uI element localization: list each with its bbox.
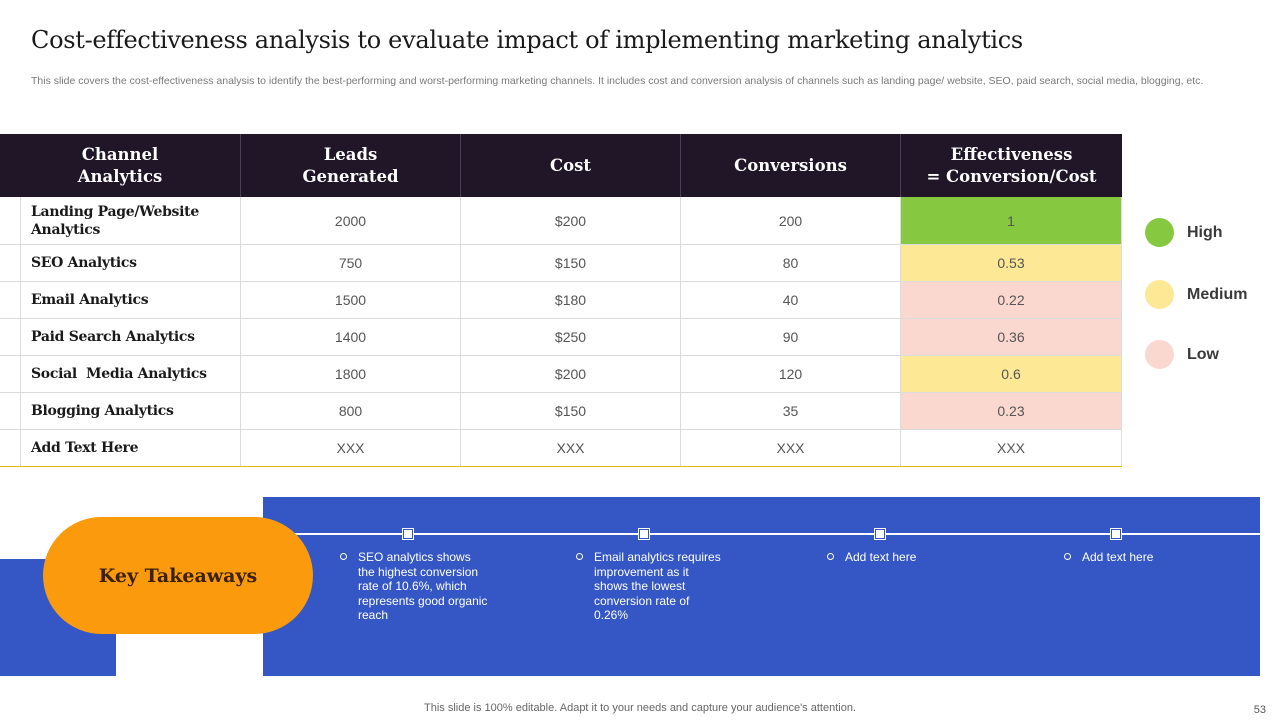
cell-leads: 1800 [241,356,461,392]
takeaway-note: Add text here [1064,550,1214,565]
table-row: Blogging Analytics 800 $150 35 0.23 [0,393,1122,430]
legend-dot-icon [1145,218,1174,247]
legend-label: Low [1187,345,1219,363]
cell-cost: $150 [461,245,681,281]
timeline-node-icon [874,528,886,540]
legend-item-medium: Medium [1145,280,1265,309]
footer-text: This slide is 100% editable. Adapt it to… [424,702,856,714]
table-row: Add Text Here XXX XXX XXX XXX [0,430,1122,467]
cell-conversions: 120 [681,356,901,392]
cell-effectiveness: 0.36 [901,319,1122,355]
cell-cost: $250 [461,319,681,355]
cell-conversions: 35 [681,393,901,429]
cell-leads: XXX [241,430,461,466]
cell-effectiveness: XXX [901,430,1122,466]
cell-leads: 800 [241,393,461,429]
cell-effectiveness: 0.22 [901,282,1122,318]
legend-item-high: High [1145,218,1265,247]
timeline-node-icon [1110,528,1122,540]
bullet-icon [340,553,347,560]
bullet-icon [1064,553,1071,560]
cell-cost: $150 [461,393,681,429]
cell-conversions: 80 [681,245,901,281]
takeaways-panel [263,497,1260,676]
page-number: 53 [1253,704,1266,716]
header-leads: Leads Generated [241,134,461,197]
cell-channel: SEO Analytics [20,245,241,281]
key-takeaways-label: Key Takeaways [43,517,313,634]
legend-label: High [1187,223,1223,241]
cell-channel: Add Text Here [20,430,241,466]
cell-channel: Landing Page/Website Analytics [20,197,241,244]
cell-conversions: 200 [681,197,901,244]
slide-title: Cost-effectiveness analysis to evaluate … [31,26,1023,54]
cell-leads: 1500 [241,282,461,318]
takeaway-note: Email analytics requires improvement as … [576,550,726,623]
cell-cost: $200 [461,356,681,392]
cell-leads: 2000 [241,197,461,244]
header-cost: Cost [461,134,681,197]
timeline-node-icon [638,528,650,540]
table-row: Email Analytics 1500 $180 40 0.22 [0,282,1122,319]
table-row: SEO Analytics 750 $150 80 0.53 [0,245,1122,282]
effectiveness-table: Channel Analytics Leads Generated Cost Con… [0,134,1122,467]
header-effectiveness: Effectiveness = Conversion/Cost [926,144,1097,186]
takeaway-note: Add text here [827,550,977,565]
cell-effectiveness: 0.53 [901,245,1122,281]
legend-dot-icon [1145,340,1174,369]
legend-item-low: Low [1145,340,1265,369]
table-row: Social Media Analytics 1800 $200 120 0.6 [0,356,1122,393]
cell-effectiveness: 1 [901,197,1122,244]
cell-cost: XXX [461,430,681,466]
cell-conversions: XXX [681,430,901,466]
timeline-node-icon [402,528,414,540]
slide-subtitle: This slide covers the cost-effectiveness… [31,75,1204,87]
header-channel: Channel Analytics [0,134,241,197]
legend-label: Medium [1187,285,1248,303]
cell-conversions: 40 [681,282,901,318]
table-header: Channel Analytics Leads Generated Cost Con… [0,134,1122,197]
timeline-line [290,533,1260,535]
bullet-icon [827,553,834,560]
legend-dot-icon [1145,280,1174,309]
cell-leads: 750 [241,245,461,281]
cell-cost: $200 [461,197,681,244]
cell-channel: Paid Search Analytics [20,319,241,355]
cell-channel: Email Analytics [20,282,241,318]
cell-conversions: 90 [681,319,901,355]
cell-effectiveness: 0.6 [901,356,1122,392]
takeaway-note: SEO analytics shows the highest conversi… [340,550,490,623]
table-row: Paid Search Analytics 1400 $250 90 0.36 [0,319,1122,356]
table-row: Landing Page/Website Analytics 2000 $200… [0,197,1122,245]
header-conversions: Conversions [681,134,901,197]
cell-leads: 1400 [241,319,461,355]
cell-effectiveness: 0.23 [901,393,1122,429]
bullet-icon [576,553,583,560]
cell-cost: $180 [461,282,681,318]
cell-channel: Social Media Analytics [20,356,241,392]
cell-channel: Blogging Analytics [20,393,241,429]
